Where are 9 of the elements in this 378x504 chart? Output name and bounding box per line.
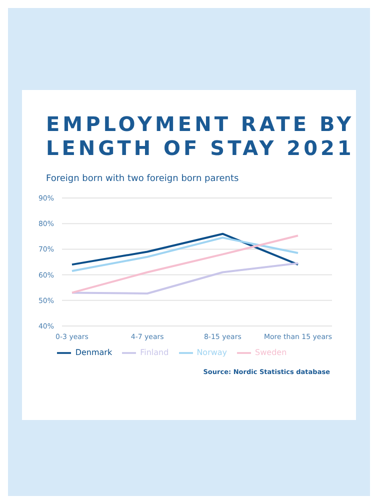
chart-title: EMPLOYMENT RATE BY LENGTH OF STAY 2021 — [46, 112, 356, 160]
legend-label: Norway — [196, 348, 228, 358]
legend-label: Finland — [140, 348, 169, 358]
legend-label: Denmark — [75, 348, 112, 358]
chart-subtitle: Foreign born with two foreign born parents — [46, 174, 240, 184]
line-series — [71, 262, 299, 294]
legend-label: Sweden — [255, 348, 287, 358]
line-series — [71, 234, 299, 294]
line-series — [71, 236, 299, 272]
